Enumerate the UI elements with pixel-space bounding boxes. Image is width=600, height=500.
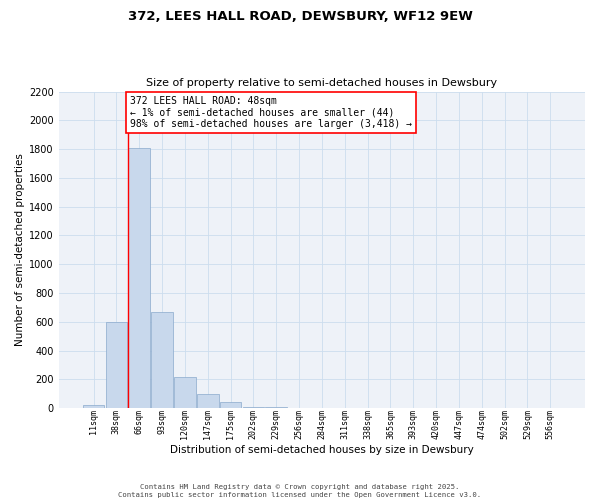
X-axis label: Distribution of semi-detached houses by size in Dewsbury: Distribution of semi-detached houses by …: [170, 445, 474, 455]
Text: Contains HM Land Registry data © Crown copyright and database right 2025.
Contai: Contains HM Land Registry data © Crown c…: [118, 484, 482, 498]
Bar: [220, 402, 241, 408]
Text: 372 LEES HALL ROAD: 48sqm
← 1% of semi-detached houses are smaller (44)
98% of s: 372 LEES HALL ROAD: 48sqm ← 1% of semi-d…: [130, 96, 412, 129]
Bar: [128, 148, 150, 408]
Bar: [242, 406, 264, 408]
Bar: [197, 394, 218, 408]
Bar: [106, 322, 127, 408]
Bar: [83, 405, 104, 408]
Title: Size of property relative to semi-detached houses in Dewsbury: Size of property relative to semi-detach…: [146, 78, 497, 88]
Bar: [174, 377, 196, 408]
Bar: [151, 312, 173, 408]
Text: 372, LEES HALL ROAD, DEWSBURY, WF12 9EW: 372, LEES HALL ROAD, DEWSBURY, WF12 9EW: [128, 10, 472, 23]
Y-axis label: Number of semi-detached properties: Number of semi-detached properties: [15, 154, 25, 346]
